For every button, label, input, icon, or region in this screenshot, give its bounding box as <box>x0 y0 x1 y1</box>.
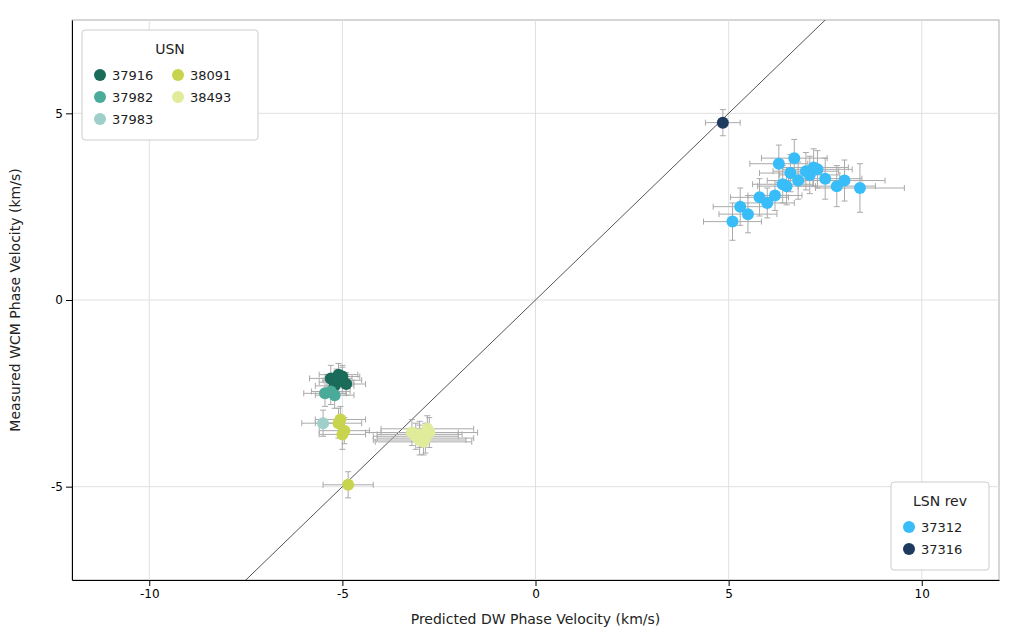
point <box>410 430 422 442</box>
legend-item: 37916 <box>94 68 153 83</box>
y-tick-mark <box>66 300 72 301</box>
x-axis: -10 -5 0 5 10 <box>73 580 1000 601</box>
legend-label: 37983 <box>112 112 153 127</box>
point <box>854 182 866 194</box>
legend-swatch <box>94 69 106 81</box>
legend-swatch <box>94 91 106 103</box>
y-tick-label: 0 <box>55 293 63 307</box>
legend-item: 38493 <box>172 90 231 105</box>
legend-title: LSN rev <box>913 493 967 509</box>
x-tick-mark <box>342 580 343 586</box>
points <box>333 413 355 490</box>
point <box>811 163 823 175</box>
y-tick-mark <box>66 487 72 488</box>
legend-item: 37316 <box>903 542 962 557</box>
y-tick-label: -5 <box>51 480 63 494</box>
points <box>317 417 329 429</box>
error-bars <box>704 139 905 240</box>
point <box>734 201 746 213</box>
y-axis: -5 0 5 <box>51 21 72 581</box>
x-tick-mark <box>149 580 150 586</box>
legend-swatch <box>903 543 915 555</box>
legend-swatch <box>172 69 184 81</box>
grid-line-y <box>72 486 999 487</box>
plot: -10 -5 0 5 10 -5 0 5 USN37916 37982 37983 38091 3849… <box>51 0 999 638</box>
x-tick-label: -5 <box>337 587 349 601</box>
point <box>819 173 831 185</box>
x-tick: 5 <box>725 580 733 601</box>
y-tick: -5 <box>51 480 72 494</box>
legend-label: 38091 <box>190 68 231 83</box>
x-tick: 0 <box>532 580 540 601</box>
point <box>717 117 729 129</box>
legend-item: 37983 <box>94 112 153 127</box>
x-tick-label: -10 <box>140 587 160 601</box>
y-tick-mark <box>66 113 72 114</box>
x-tick-label: 10 <box>915 587 930 601</box>
legend-item: 37312 <box>903 520 962 535</box>
error-bars <box>705 110 740 136</box>
point <box>421 423 433 435</box>
diagonal-line <box>72 20 999 580</box>
legend-box <box>891 482 989 570</box>
legend-swatch <box>172 91 184 103</box>
point <box>726 216 738 228</box>
legend-swatch <box>94 113 106 125</box>
point <box>336 428 348 440</box>
error-bars <box>366 416 478 455</box>
legend-label: 37312 <box>921 520 962 535</box>
point <box>769 189 781 201</box>
point <box>773 158 785 170</box>
legend-item: 38091 <box>172 68 231 83</box>
x-tick-mark <box>729 580 730 586</box>
x-tick-mark <box>536 580 537 586</box>
legend: USN37916 37982 37983 38091 38493 <box>82 30 258 140</box>
point <box>317 417 329 429</box>
legend-label: 37916 <box>112 68 153 83</box>
points <box>319 385 341 401</box>
points <box>406 423 435 448</box>
legend: LSN rev 37312 37316 <box>891 482 989 570</box>
y-tick: 0 <box>55 293 72 307</box>
y-axis-line <box>72 21 73 581</box>
error-bars <box>315 406 373 497</box>
x-tick: -5 <box>337 580 349 601</box>
legend-swatch <box>903 521 915 533</box>
chart-container: -10 -5 0 5 10 -5 0 5 USN37916 37982 37983 38091 3849… <box>0 0 1019 638</box>
data-layer <box>72 20 999 580</box>
x-tick: -10 <box>140 580 160 601</box>
legend-title: USN <box>155 41 185 57</box>
point <box>788 152 800 164</box>
x-tick: 10 <box>915 580 930 601</box>
legend-box <box>82 30 258 140</box>
points <box>726 152 865 227</box>
points <box>717 117 729 129</box>
legend-label: 38493 <box>190 90 231 105</box>
point <box>777 178 789 190</box>
point <box>784 167 796 179</box>
y-tick: 5 <box>55 107 72 121</box>
x-tick-label: 5 <box>725 587 733 601</box>
y-tick-label: 5 <box>55 107 63 121</box>
y-axis-title: Measured WCM Phase Velocity (km/s) <box>7 168 23 431</box>
point <box>754 191 766 203</box>
point <box>342 479 354 491</box>
point <box>839 175 851 187</box>
chart-svg: -10 -5 0 5 10 -5 0 5 USN37916 37982 37983 38091 3849… <box>0 0 1019 638</box>
legend-item: 37982 <box>94 90 153 105</box>
legend-label: 37316 <box>921 542 962 557</box>
x-axis-title: Predicted DW Phase Velocity (km/s) <box>411 611 661 627</box>
x-tick-label: 0 <box>532 587 540 601</box>
point <box>325 385 337 397</box>
legend-label: 37982 <box>112 90 153 105</box>
x-tick-mark <box>922 580 923 586</box>
